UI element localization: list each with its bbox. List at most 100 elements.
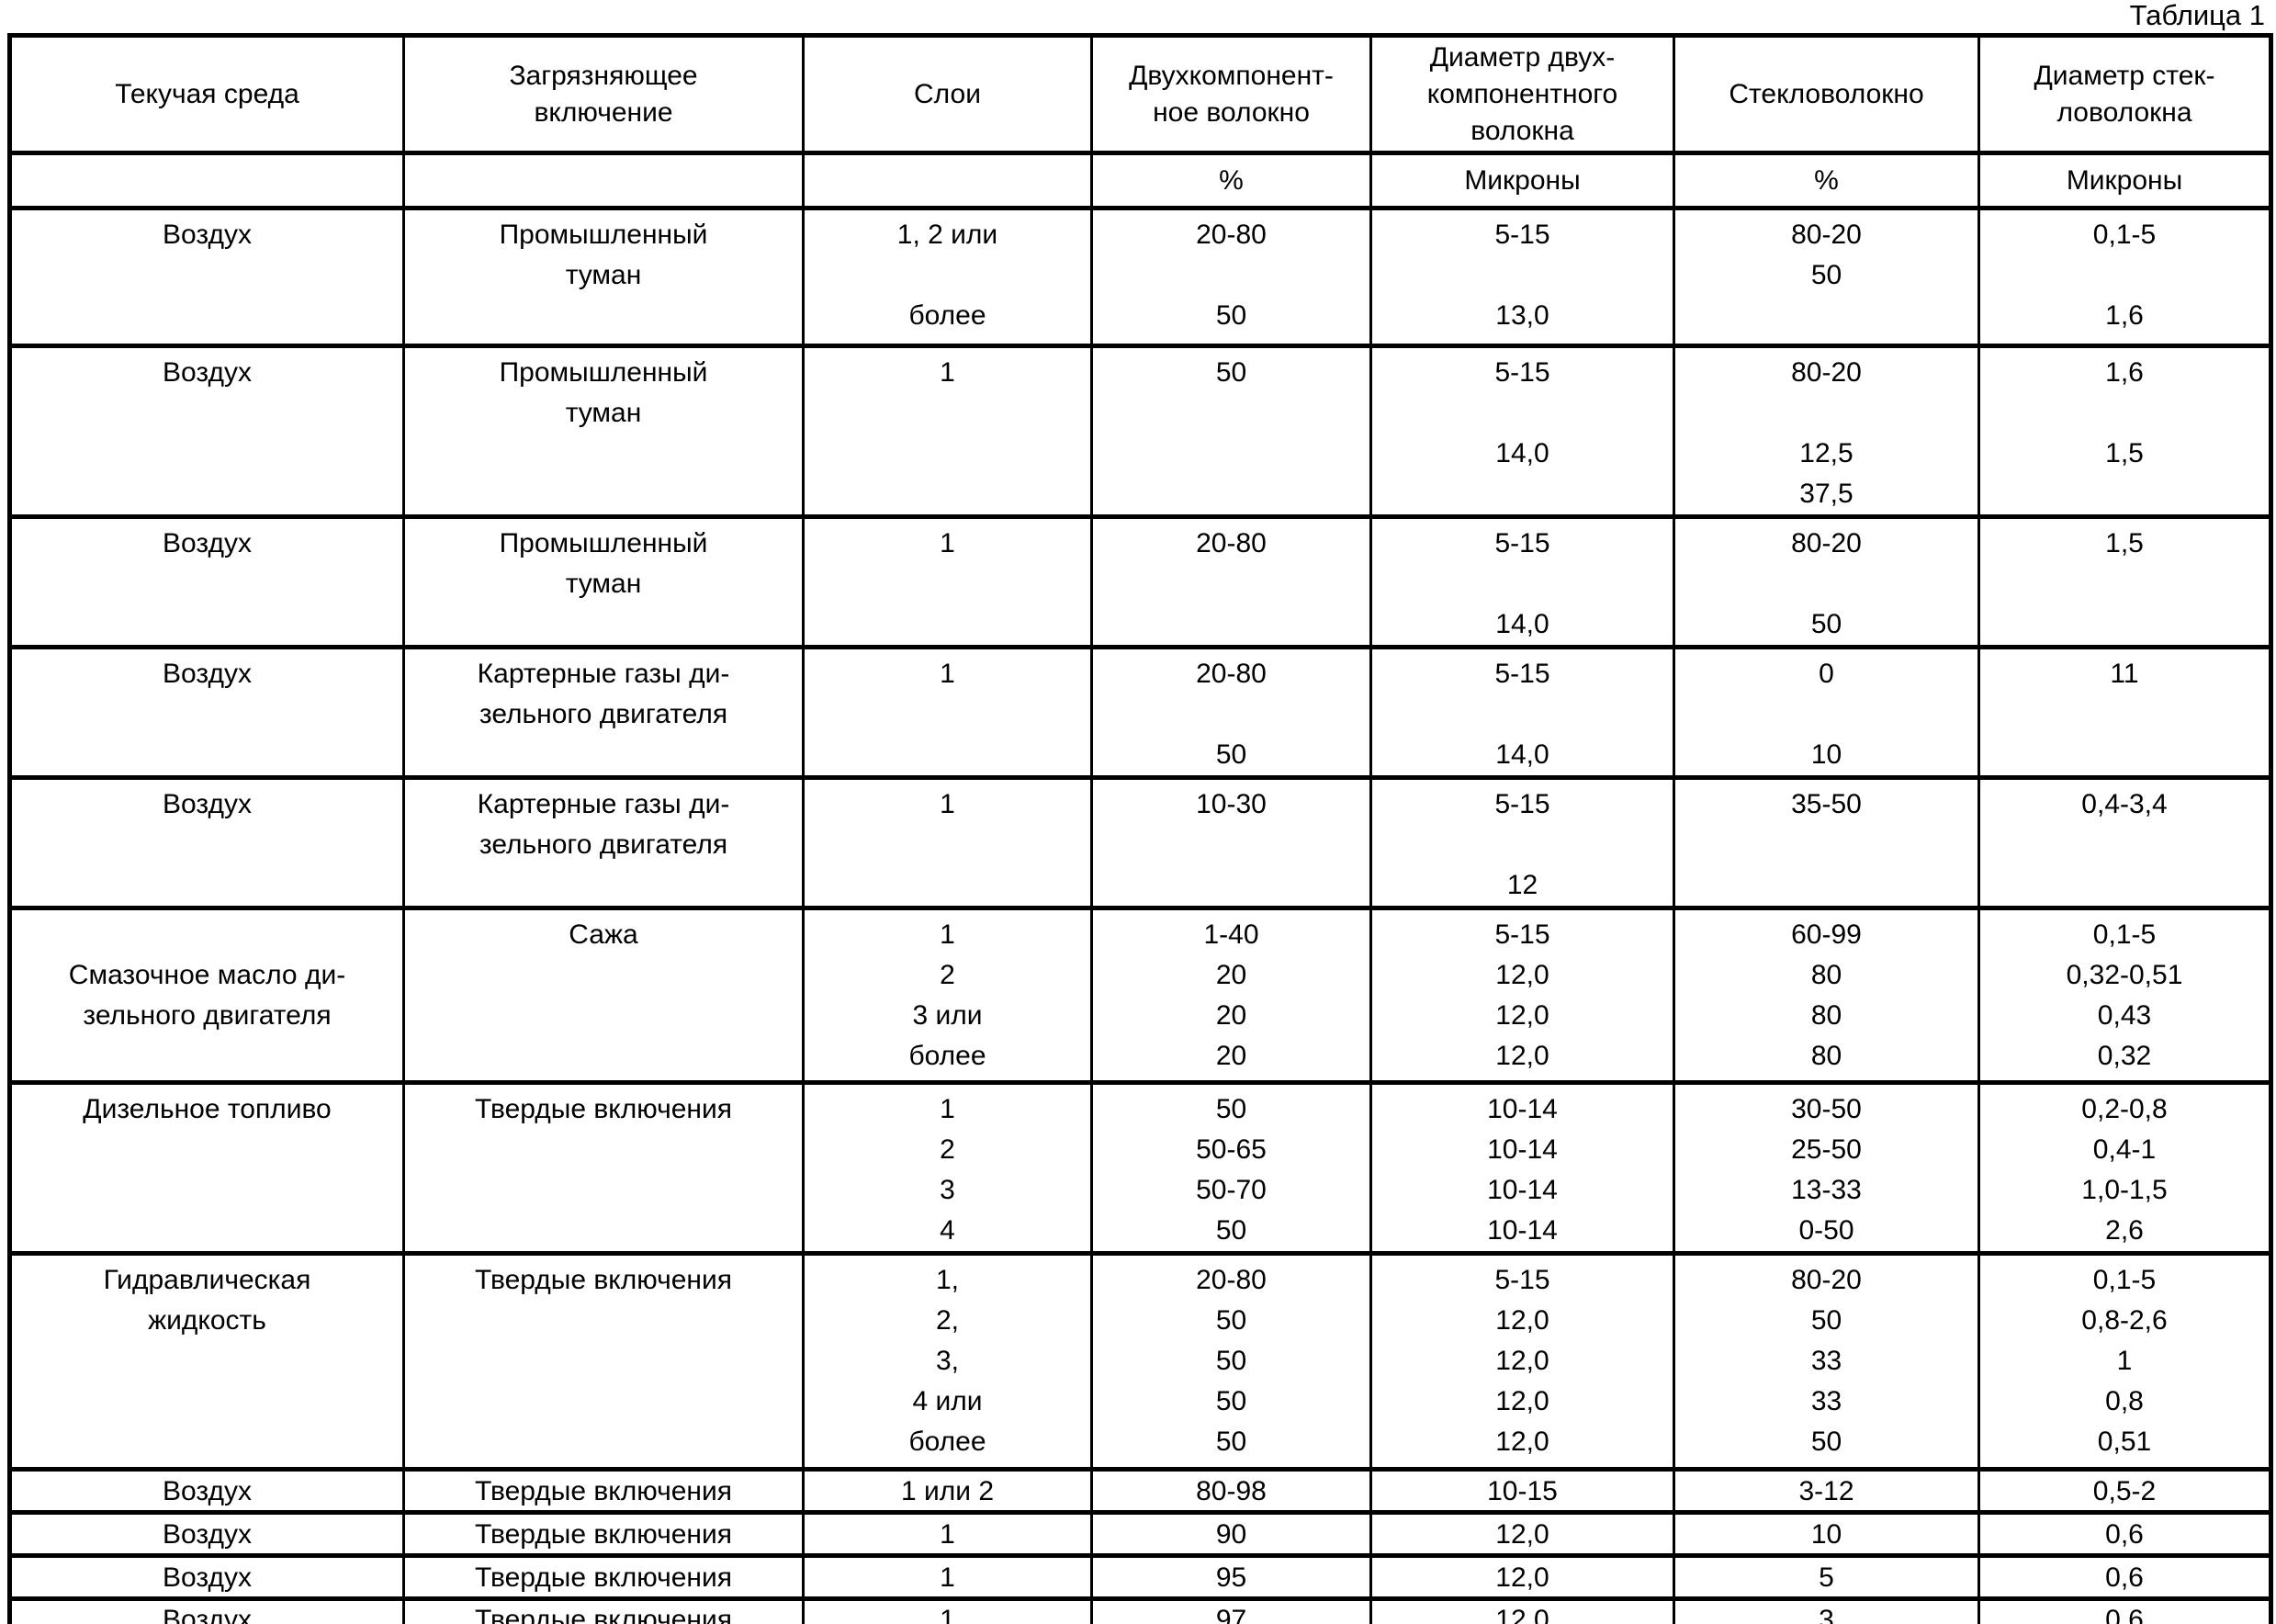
cell-line: 0,6 bbox=[2105, 1604, 2144, 1624]
table-cell: 5-15 14,0 bbox=[1369, 514, 1675, 649]
table-cell: 5-15 12 bbox=[1369, 775, 1675, 910]
cell-line: 12,0 bbox=[1495, 1000, 1549, 1031]
cell-line: 10-15 bbox=[1487, 1476, 1558, 1506]
cell-line: 1-40 bbox=[1203, 919, 1259, 950]
cell-line: 1 bbox=[940, 528, 955, 558]
table-cell: 0,1-5 0,32-0,51 0,43 0,32 bbox=[1977, 906, 2272, 1085]
cell-line: Диаметр двух- bbox=[1429, 41, 1616, 73]
cell-line: 50-65 bbox=[1196, 1134, 1267, 1165]
unit-cell: % bbox=[1090, 151, 1372, 210]
table-cell: 12,0 bbox=[1369, 1510, 1675, 1558]
cell-line: Картерные газы ди- bbox=[477, 789, 730, 819]
cell-line: Слои bbox=[914, 78, 981, 109]
cell-line: 13-33 bbox=[1791, 1175, 1862, 1205]
table-row: Смазочное масло ди-зельного двигателя Саж… bbox=[8, 906, 2272, 1085]
cell-line: жидкость bbox=[148, 1305, 266, 1336]
cell-line: туман bbox=[565, 398, 642, 428]
cell-line: 12,0 bbox=[1495, 1604, 1549, 1624]
cell-line: туман bbox=[565, 260, 642, 290]
cell-line: 50 bbox=[1215, 1346, 1247, 1376]
header-row: Текучая среда Загрязняющее включение Слои Дв… bbox=[8, 33, 2272, 155]
cell-line bbox=[1376, 564, 1669, 604]
cell-line: 0,8-2,6 bbox=[2081, 1305, 2168, 1336]
cell-line: 5-15 bbox=[1494, 659, 1550, 689]
unit-cell: Микроны bbox=[1977, 151, 2272, 210]
cell-line: 1,0-1,5 bbox=[2081, 1175, 2168, 1205]
table-cell: 10-15 bbox=[1369, 1467, 1675, 1515]
cell-line bbox=[808, 255, 1087, 296]
cell-line: 5-15 bbox=[1494, 789, 1550, 819]
cell-line: 1,5 bbox=[2105, 438, 2144, 468]
cell-line: зельного двигателя bbox=[479, 829, 728, 860]
table-cell: 0,6 bbox=[1977, 1553, 2272, 1601]
table-cell: 60-99 80 80 80 bbox=[1673, 906, 1980, 1085]
cell-line: 0-50 bbox=[1798, 1215, 1854, 1246]
cell-line: 0,6 bbox=[2105, 1519, 2144, 1550]
table-cell: 10-30 bbox=[1090, 775, 1372, 910]
cell-line: Твердые включения bbox=[474, 1476, 732, 1506]
table-row: Воздух Картерные газы ди-зельного двигате… bbox=[8, 775, 2272, 910]
table-cell: 1 bbox=[802, 1510, 1093, 1558]
table-row: Воздух Промышленный туман 1 50 5-15 14,0 80-20… bbox=[8, 344, 2272, 519]
cell-line: 1 bbox=[940, 789, 955, 819]
cell-line: 1 bbox=[940, 357, 955, 388]
cell-line: Дизельное топливо bbox=[83, 1094, 332, 1124]
cell-line: 1, 2 или bbox=[896, 220, 998, 250]
table-cell: Воздух bbox=[8, 1467, 405, 1515]
cell-line: более bbox=[908, 1041, 986, 1071]
cell-line: 0,8 bbox=[2105, 1386, 2144, 1416]
cell-line: 1 bbox=[940, 1094, 955, 1124]
cell-line: Твердые включения bbox=[474, 1094, 732, 1124]
cell-line: Воздух bbox=[163, 659, 252, 689]
cell-line bbox=[1679, 694, 1974, 735]
cell-line: 80-20 bbox=[1791, 528, 1862, 558]
cell-line: туман bbox=[565, 569, 642, 599]
data-table: Текучая среда Загрязняющее включение Слои Дв… bbox=[7, 33, 2273, 1624]
table-cell: 1, 2 или более bbox=[802, 206, 1093, 348]
cell-line: Твердые включения bbox=[474, 1604, 732, 1624]
cell-line: более bbox=[908, 300, 986, 331]
cell-line: 20 bbox=[1215, 960, 1247, 990]
cell-line: 0 bbox=[1819, 659, 1834, 689]
table-row: Воздух Твердые включения 1 или 2 80-98 10-15… bbox=[8, 1467, 2272, 1515]
table-cell: 1 bbox=[802, 775, 1093, 910]
table-row: Воздух Твердые включения 1 95 12,0 5 0,6 bbox=[8, 1553, 2272, 1601]
cell-line: Твердые включения bbox=[474, 1519, 732, 1550]
cell-line: 1 bbox=[940, 919, 955, 950]
cell-line: Твердые включения bbox=[474, 1562, 732, 1593]
table-cell: 1 bbox=[802, 645, 1093, 780]
table-cell: 5 bbox=[1673, 1553, 1980, 1601]
table-cell: 50 50-65 50-70 50 bbox=[1090, 1080, 1372, 1256]
table-cell: Твердые включения bbox=[402, 1251, 805, 1472]
cell-line: Стекловолокно bbox=[1729, 78, 1924, 109]
cell-line: 1, bbox=[935, 1265, 960, 1295]
cell-line: Диаметр стек- bbox=[2034, 60, 2215, 91]
table-cell: 5-15 13,0 bbox=[1369, 206, 1675, 348]
cell-line: 50 bbox=[1215, 357, 1247, 388]
cell-line: 1 bbox=[940, 1562, 955, 1593]
column-header: Текучая среда bbox=[8, 33, 405, 155]
cell-line: 5-15 bbox=[1494, 357, 1550, 388]
table-cell: 1, 2, 3, 4 или более bbox=[802, 1251, 1093, 1472]
table-cell: Воздух bbox=[8, 206, 405, 348]
cell-line: Твердые включения bbox=[474, 1265, 732, 1295]
cell-line: 0,43 bbox=[2097, 1000, 2152, 1031]
table-cell: 5-15 12,0 12,0 12,0 bbox=[1369, 906, 1675, 1085]
column-header: Диаметр двух-компонентного волокна bbox=[1369, 33, 1675, 155]
cell-line: Воздух bbox=[163, 528, 252, 558]
cell-line: 10-30 bbox=[1196, 789, 1267, 819]
cell-line: ловолокна bbox=[2056, 96, 2192, 128]
cell-line: 12,5 bbox=[1799, 438, 1853, 468]
cell-line: 1 или 2 bbox=[900, 1476, 995, 1506]
cell-line: 80-20 bbox=[1791, 220, 1862, 250]
cell-line bbox=[1376, 393, 1669, 434]
table-cell: 0,2-0,8 0,4-1 1,0-1,5 2,6 bbox=[1977, 1080, 2272, 1256]
cell-line: ное волокно bbox=[1153, 96, 1310, 128]
cell-line: 0,5-2 bbox=[2092, 1476, 2157, 1506]
cell-line bbox=[1679, 393, 1974, 434]
cell-line: 10 bbox=[1810, 1519, 1842, 1550]
cell-line: 12,0 bbox=[1495, 1346, 1549, 1376]
cell-line bbox=[1679, 564, 1974, 604]
cell-line: 5-15 bbox=[1494, 1265, 1550, 1295]
unit-cell bbox=[402, 151, 805, 210]
